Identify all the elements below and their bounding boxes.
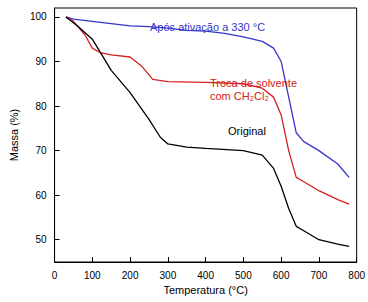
svg-text:300: 300 [160,270,177,281]
svg-text:500: 500 [235,270,252,281]
svg-text:Massa (%): Massa (%) [8,109,20,162]
svg-text:com CH₂Cl₂: com CH₂Cl₂ [210,90,269,102]
svg-text:50: 50 [35,234,47,245]
svg-text:90: 90 [35,56,47,67]
svg-text:60: 60 [35,190,47,201]
svg-text:Original: Original [228,125,266,137]
svg-text:600: 600 [273,270,290,281]
svg-text:0: 0 [52,270,58,281]
svg-text:400: 400 [197,270,214,281]
svg-text:70: 70 [35,145,47,156]
svg-text:100: 100 [84,270,101,281]
svg-text:700: 700 [311,270,328,281]
svg-text:200: 200 [122,270,139,281]
svg-text:Após ativação a 330 °C: Após ativação a 330 °C [150,21,265,33]
svg-text:Troca de solvente: Troca de solvente [210,77,297,89]
svg-text:100: 100 [30,11,47,22]
svg-text:Temperatura (°C): Temperatura (°C) [163,284,247,296]
svg-text:80: 80 [35,101,47,112]
svg-text:800: 800 [348,270,365,281]
